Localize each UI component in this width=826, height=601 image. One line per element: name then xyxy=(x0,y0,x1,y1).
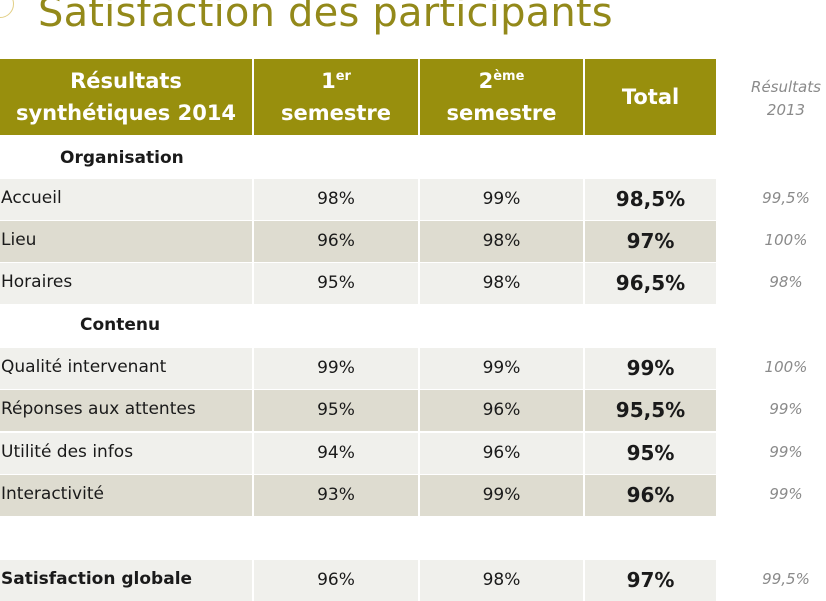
row-total: 98,5% xyxy=(615,187,686,211)
table-row: Réponses aux attentes 95% 96% 95,5% xyxy=(0,390,716,431)
header-semester-2-sup: ème xyxy=(493,69,525,84)
table-row: Utilité des infos 94% 96% 95% xyxy=(0,433,716,474)
table-row: Horaires 95% 98% 96,5% xyxy=(0,263,716,304)
row-semester-2: 98% xyxy=(482,231,521,251)
row-semester-1: 96% xyxy=(317,231,355,251)
row-prev-2013: 100% xyxy=(764,231,808,249)
column-divider xyxy=(418,560,420,601)
row-prev-2013: 99% xyxy=(769,443,803,461)
row-semester-2: 99% xyxy=(482,189,521,209)
header-semester-1-num: 1 xyxy=(321,69,336,93)
table-row: Lieu 96% 98% 97% xyxy=(0,221,716,262)
row-semester-1: 94% xyxy=(317,443,355,463)
row-semester-2: 98% xyxy=(482,273,521,293)
header-results-line2: synthétiques 2014 xyxy=(15,101,237,125)
row-semester-2: 99% xyxy=(482,485,521,505)
column-divider xyxy=(583,348,585,389)
table-row: Interactivité 93% 99% 96% xyxy=(0,475,716,516)
row-label: Interactivité xyxy=(1,484,104,504)
page-title: Satisfaction des participants xyxy=(38,0,613,36)
table-row: Accueil 98% 99% 98,5% xyxy=(0,179,716,220)
row-semester-1: 95% xyxy=(317,273,355,293)
column-divider xyxy=(418,179,420,220)
column-divider xyxy=(252,348,254,389)
header-results-2013-line2: 2013 xyxy=(766,101,806,119)
header-semester-1-word: semestre xyxy=(280,101,391,125)
column-divider xyxy=(418,348,420,389)
header-results-line1: Résultats xyxy=(70,69,182,93)
row-label: Lieu xyxy=(1,230,37,250)
header-semester-1-sup: er xyxy=(335,69,351,84)
row-semester-2: 98% xyxy=(482,570,521,590)
row-label: Satisfaction globale xyxy=(1,569,193,589)
decorative-circle xyxy=(0,0,14,18)
header-results-2014: Résultats synthétiques 2014 xyxy=(0,59,252,135)
row-semester-1: 99% xyxy=(317,358,355,378)
column-divider xyxy=(252,263,254,304)
header-semester-1-number: 1er xyxy=(321,65,351,97)
row-prev-2013: 99% xyxy=(769,400,803,418)
table-row: Qualité intervenant 99% 99% 99% xyxy=(0,348,716,389)
row-total: 96% xyxy=(626,483,675,507)
column-divider xyxy=(418,433,420,474)
column-divider xyxy=(418,390,420,431)
column-divider xyxy=(252,475,254,516)
header-results-2013: Résultats 2013 xyxy=(740,76,826,122)
header-results-2013-line1: Résultats xyxy=(751,78,821,96)
column-divider xyxy=(583,475,585,516)
column-divider xyxy=(583,179,585,220)
column-divider xyxy=(252,179,254,220)
row-label: Réponses aux attentes xyxy=(1,399,196,419)
column-divider xyxy=(583,263,585,304)
column-divider xyxy=(252,560,254,601)
header-semester-2-number: 2ème xyxy=(479,65,525,97)
header-semester-2: 2ème semestre xyxy=(420,59,583,135)
row-prev-2013: 99% xyxy=(769,485,803,503)
column-divider xyxy=(252,221,254,262)
column-divider xyxy=(583,433,585,474)
row-total: 99% xyxy=(626,356,675,380)
row-semester-1: 96% xyxy=(317,570,355,590)
header-semester-1: 1er semestre xyxy=(254,59,418,135)
row-total: 95% xyxy=(626,441,675,465)
row-total: 97% xyxy=(626,229,675,253)
row-prev-2013: 98% xyxy=(769,273,803,291)
column-divider xyxy=(583,560,585,601)
row-label: Horaires xyxy=(1,272,73,292)
row-prev-2013: 99,5% xyxy=(762,189,810,207)
column-divider xyxy=(583,221,585,262)
row-label: Accueil xyxy=(1,188,62,208)
row-semester-1: 98% xyxy=(317,189,355,209)
row-semester-2: 96% xyxy=(482,400,521,420)
column-divider xyxy=(252,390,254,431)
header-semester-2-num: 2 xyxy=(478,69,494,93)
row-label: Qualité intervenant xyxy=(1,357,167,377)
table-row-global: Satisfaction globale 96% 98% 97% xyxy=(0,560,716,601)
row-total: 97% xyxy=(626,568,675,592)
header-semester-2-word: semestre xyxy=(446,101,557,125)
row-prev-2013: 99,5% xyxy=(762,570,810,588)
header-total-label: Total xyxy=(621,85,680,109)
row-semester-1: 95% xyxy=(317,400,355,420)
row-prev-2013: 100% xyxy=(764,358,808,376)
column-divider xyxy=(252,433,254,474)
column-divider xyxy=(418,475,420,516)
column-divider xyxy=(418,221,420,262)
row-total: 96,5% xyxy=(615,271,686,295)
row-semester-2: 99% xyxy=(482,358,521,378)
header-total: Total xyxy=(585,59,716,135)
row-total: 95,5% xyxy=(615,398,686,422)
row-semester-2: 96% xyxy=(482,443,521,463)
row-semester-1: 93% xyxy=(317,485,355,505)
row-label: Utilité des infos xyxy=(1,442,134,462)
column-divider xyxy=(418,263,420,304)
section-organisation: Organisation xyxy=(60,148,184,168)
column-divider xyxy=(583,390,585,431)
section-contenu: Contenu xyxy=(80,315,161,335)
